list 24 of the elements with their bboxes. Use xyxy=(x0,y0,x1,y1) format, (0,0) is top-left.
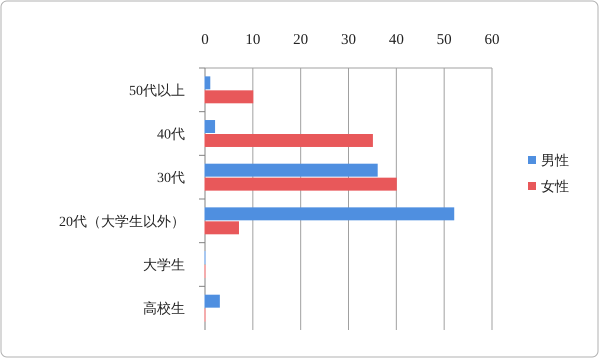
y-tick-label: 大学生 xyxy=(143,258,185,274)
x-tick-label: 0 xyxy=(201,32,209,48)
bar xyxy=(204,76,210,90)
x-tick-label: 40 xyxy=(388,32,404,48)
x-tick-label: 10 xyxy=(245,32,260,48)
bar xyxy=(204,164,378,177)
bar xyxy=(204,207,454,220)
legend-label: 男性 xyxy=(541,153,569,169)
x-tick-label: 20 xyxy=(293,32,308,48)
y-tick-label: 高校生 xyxy=(143,301,185,318)
x-tick-label: 60 xyxy=(484,32,500,48)
y-tick-label: 50代以上 xyxy=(129,82,185,99)
x-tick-label: 50 xyxy=(436,32,452,48)
y-tick-label: 20代（大学生以外） xyxy=(59,214,185,230)
y-tick-label: 30代 xyxy=(157,170,185,186)
bar xyxy=(204,221,239,234)
x-tick-label: 30 xyxy=(341,32,356,48)
y-tick-label: 40代 xyxy=(157,126,185,142)
legend-label: 女性 xyxy=(541,179,569,195)
bar xyxy=(204,178,397,191)
bar xyxy=(204,134,373,147)
bar xyxy=(204,120,216,133)
bar xyxy=(204,90,254,104)
bar xyxy=(204,294,220,308)
